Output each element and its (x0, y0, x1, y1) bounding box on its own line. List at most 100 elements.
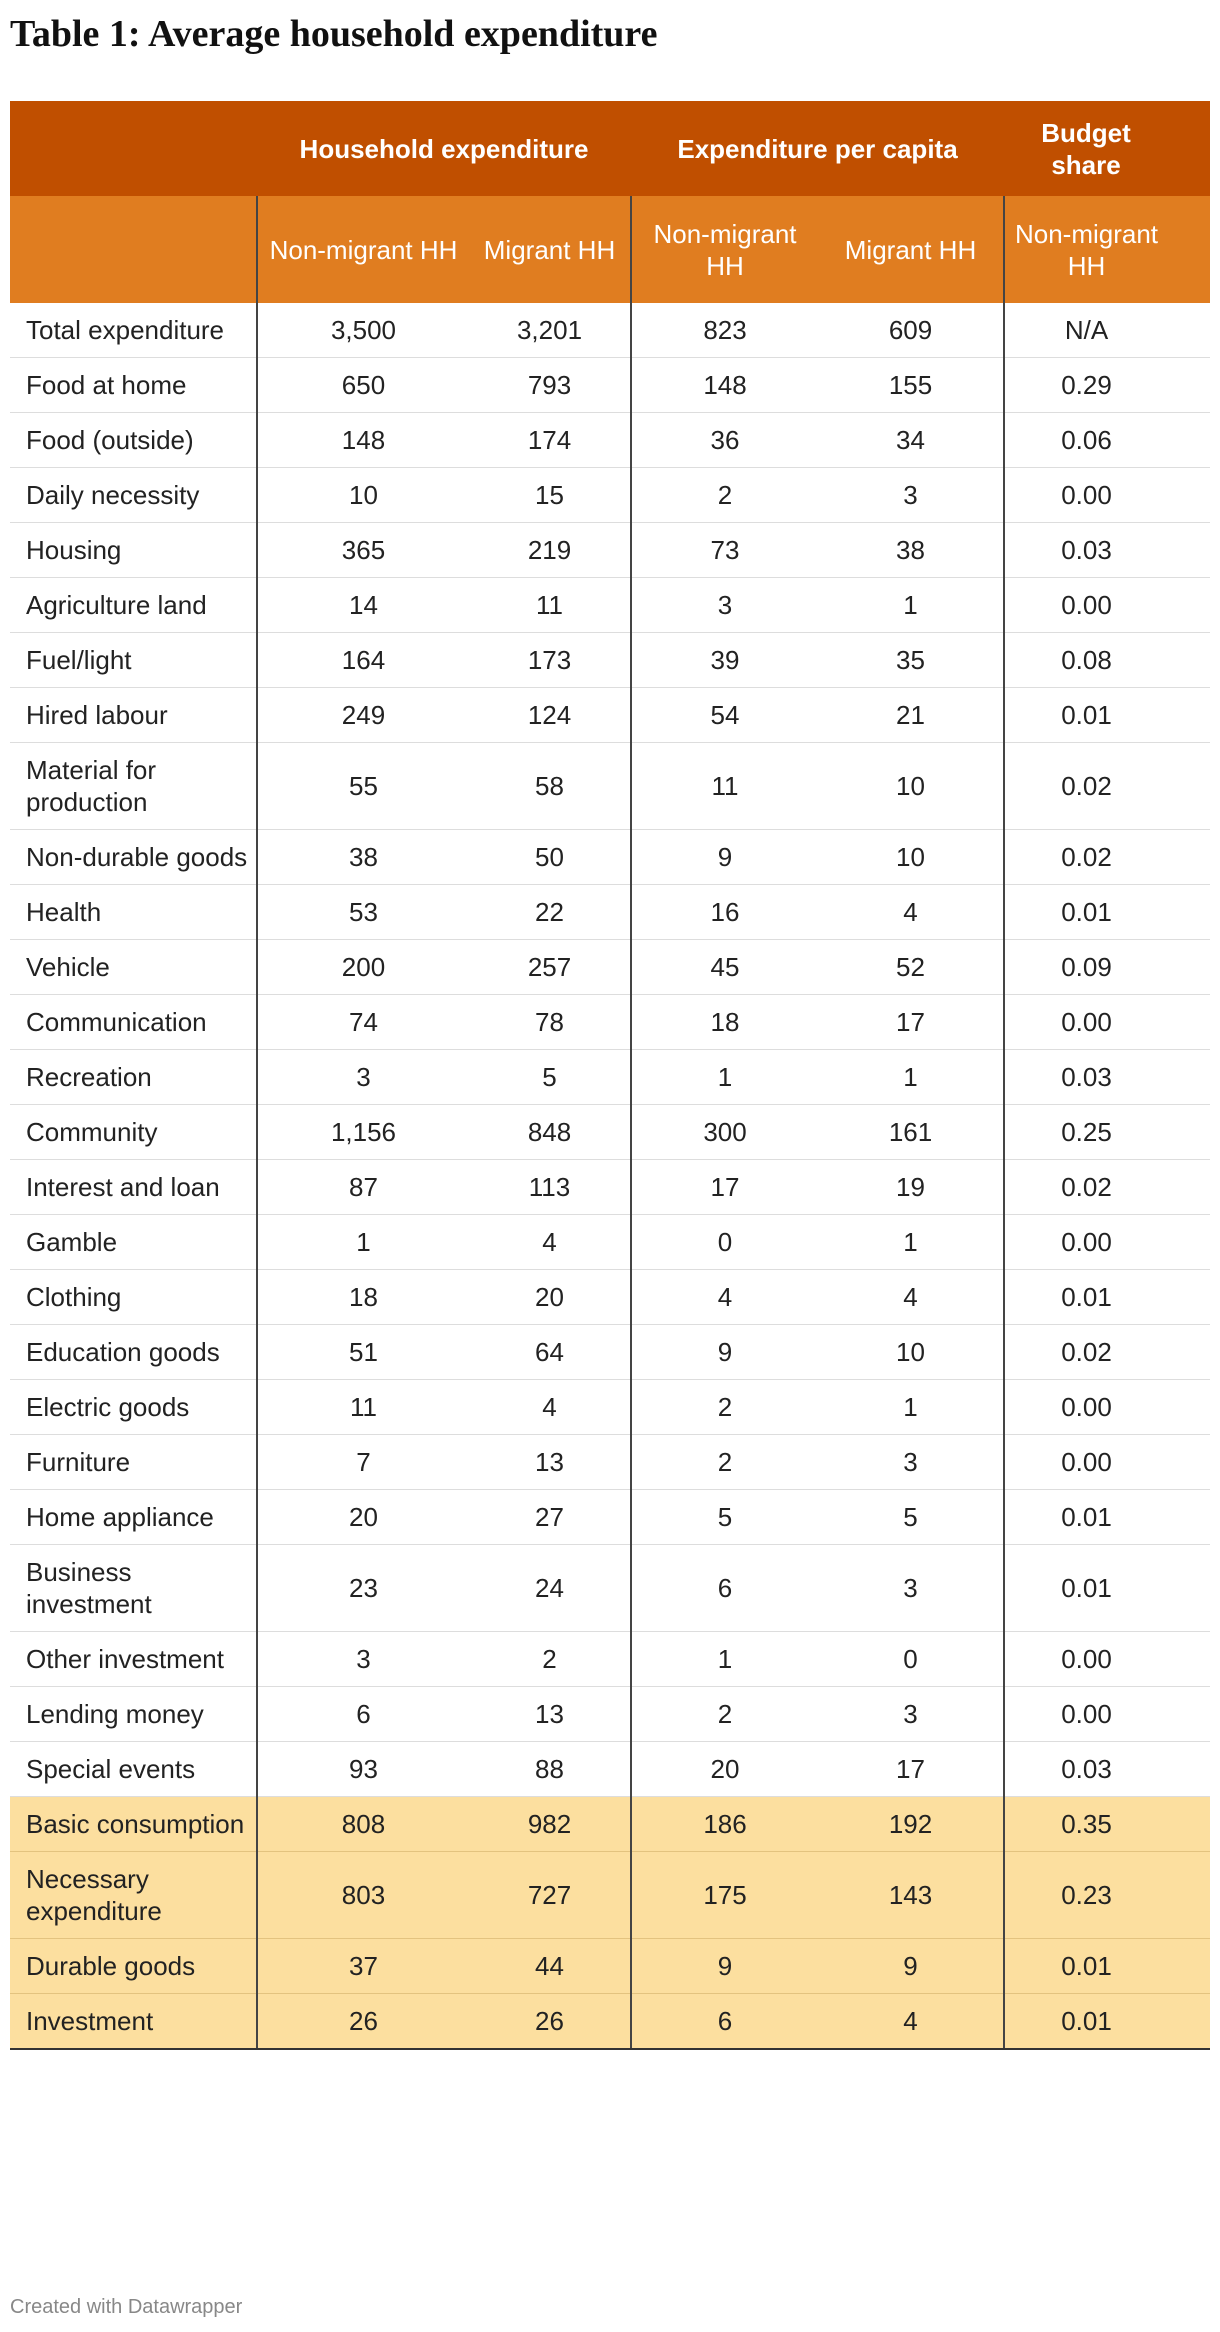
cell: 53 (257, 884, 469, 940)
row-label: Furniture (10, 1434, 258, 1490)
row-label: Business investment (10, 1544, 258, 1632)
cell: 10 (818, 1324, 1006, 1380)
cell: 0.02 (1004, 829, 1169, 885)
subheader-row: Non-migrant HH Migrant HH Non-migrant HH Mi… (10, 196, 1210, 303)
cell: 3 (818, 1544, 1006, 1632)
cell: 2 (631, 1434, 819, 1490)
cell: 3 (257, 1631, 469, 1687)
cell: 1 (818, 577, 1006, 633)
cell: 26 (257, 1993, 469, 2050)
cell: 0.03 (1004, 522, 1169, 578)
cell: 17 (631, 1159, 819, 1215)
cell: 0.00 (1004, 1631, 1169, 1687)
cell (1168, 1993, 1210, 2050)
cell: 0.23 (1004, 1851, 1169, 1939)
row-label: Other investment (10, 1631, 258, 1687)
cell: 9 (818, 1938, 1006, 1994)
row-label: Home appliance (10, 1489, 258, 1545)
cell (1168, 1796, 1210, 1852)
cell: 4 (469, 1379, 633, 1435)
cell: 0.01 (1004, 1269, 1169, 1325)
table-row: Lending money 6 13 2 3 0.00 (10, 1686, 1210, 1742)
cell: 3 (257, 1049, 469, 1105)
subheader: Non-migrant HH (1004, 196, 1169, 303)
cell: 143 (818, 1851, 1006, 1939)
cell: 4 (631, 1269, 819, 1325)
cell: 1 (631, 1049, 819, 1105)
cell: 13 (469, 1686, 633, 1742)
cell: 20 (631, 1741, 819, 1797)
cell (1168, 1214, 1210, 1270)
group-header-row: Household expenditure Expenditure per cap… (10, 101, 1210, 196)
row-label: Education goods (10, 1324, 258, 1380)
cell: 0.06 (1004, 412, 1169, 468)
cell: 124 (469, 687, 633, 743)
cell: 5 (631, 1489, 819, 1545)
cell: 186 (631, 1796, 819, 1852)
cell: 727 (469, 1851, 633, 1939)
table-row: Other investment 3 2 1 0 0.00 (10, 1631, 1210, 1687)
cell (1168, 357, 1210, 413)
cell: 35 (818, 632, 1006, 688)
cell: 0.00 (1004, 467, 1169, 523)
table-row: Health 53 22 16 4 0.01 (10, 884, 1210, 940)
cell (1168, 884, 1210, 940)
cell: 6 (631, 1544, 819, 1632)
cell: 200 (257, 939, 469, 995)
cell: 3 (631, 577, 819, 633)
table: Household expenditure Expenditure per cap… (10, 101, 1210, 2050)
cell (1168, 1631, 1210, 1687)
cell (1168, 687, 1210, 743)
cell: 1 (818, 1379, 1006, 1435)
cell: 148 (257, 412, 469, 468)
table-row: Material for production 55 58 11 10 0.02 (10, 742, 1210, 830)
cell: 982 (469, 1796, 633, 1852)
cell (1168, 1434, 1210, 1490)
cell: 650 (257, 357, 469, 413)
cell: 0.01 (1004, 1938, 1169, 1994)
row-label: Basic consumption (10, 1796, 258, 1852)
cell (1168, 1686, 1210, 1742)
cell: 9 (631, 829, 819, 885)
cell: 10 (818, 829, 1006, 885)
cell: 0.02 (1004, 742, 1169, 830)
cell (1168, 1938, 1210, 1994)
table-row: Business investment 23 24 6 3 0.01 (10, 1544, 1210, 1632)
cell: 192 (818, 1796, 1006, 1852)
row-label: Hired labour (10, 687, 258, 743)
cell: 2 (469, 1631, 633, 1687)
cell: 174 (469, 412, 633, 468)
cell: 3,201 (469, 303, 633, 358)
table-row: Daily necessity 10 15 2 3 0.00 (10, 467, 1210, 523)
cell: 38 (257, 829, 469, 885)
cell: 87 (257, 1159, 469, 1215)
table-row: Electric goods 11 4 2 1 0.00 (10, 1379, 1210, 1435)
cell (1168, 303, 1210, 358)
cell: 0.35 (1004, 1796, 1169, 1852)
cell: 0.02 (1004, 1159, 1169, 1215)
table-row: Food at home 650 793 148 155 0.29 (10, 357, 1210, 413)
subheader: Non-migrant HH (631, 196, 819, 303)
cell: 13 (469, 1434, 633, 1490)
cell (1168, 994, 1210, 1050)
table-row: Agriculture land 14 11 3 1 0.00 (10, 577, 1210, 633)
cell: 5 (818, 1489, 1006, 1545)
cell: 21 (818, 687, 1006, 743)
cell: 0 (818, 1631, 1006, 1687)
table-row: Vehicle 200 257 45 52 0.09 (10, 939, 1210, 995)
cell: 0.01 (1004, 1544, 1169, 1632)
cell (1168, 829, 1210, 885)
cell: 249 (257, 687, 469, 743)
cell: 3 (818, 1686, 1006, 1742)
cell (1168, 1379, 1210, 1435)
cell: 0.00 (1004, 1214, 1169, 1270)
cell: 34 (818, 412, 1006, 468)
footer: Created with Datawrapper (10, 2296, 243, 2318)
cell: 10 (818, 742, 1006, 830)
cell: 19 (818, 1159, 1006, 1215)
cell (1168, 742, 1210, 830)
table-row: Food (outside) 148 174 36 34 0.06 (10, 412, 1210, 468)
row-label: Non-durable goods (10, 829, 258, 885)
cell: 3 (818, 1434, 1006, 1490)
cell: 0.03 (1004, 1049, 1169, 1105)
